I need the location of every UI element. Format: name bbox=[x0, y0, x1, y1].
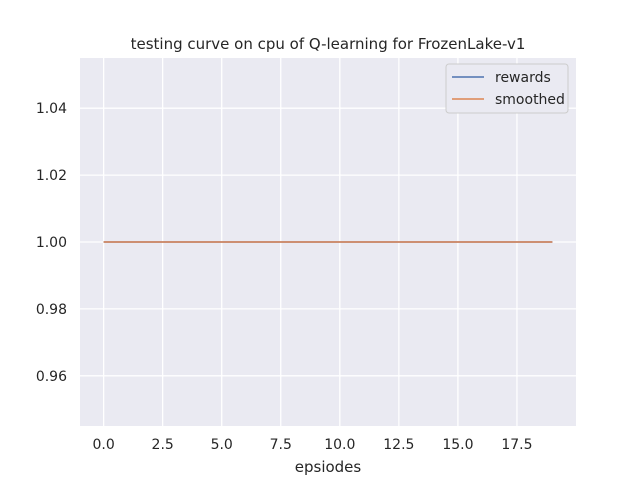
x-axis-label: epsiodes bbox=[295, 458, 362, 476]
x-tick-label: 5.0 bbox=[211, 437, 233, 453]
chart-title: testing curve on cpu of Q-learning for F… bbox=[131, 35, 526, 53]
x-tick-labels: 0.0 2.5 5.0 7.5 10.0 12.5 15.0 17.5 bbox=[92, 437, 532, 453]
legend: rewards smoothed bbox=[445, 63, 569, 114]
x-tick-label: 10.0 bbox=[324, 437, 355, 453]
x-tick-label: 12.5 bbox=[383, 437, 414, 453]
legend-label-smoothed: smoothed bbox=[495, 92, 565, 108]
x-tick-label: 2.5 bbox=[152, 437, 174, 453]
y-tick-labels: 0.96 0.98 1.00 1.02 1.04 bbox=[36, 101, 67, 385]
x-tick-label: 15.0 bbox=[442, 437, 473, 453]
x-tick-label: 17.5 bbox=[501, 437, 532, 453]
y-tick-label: 1.04 bbox=[36, 101, 67, 117]
x-tick-label: 0.0 bbox=[92, 437, 114, 453]
y-tick-label: 1.02 bbox=[36, 168, 67, 184]
y-tick-label: 0.98 bbox=[36, 302, 67, 318]
y-tick-label: 1.00 bbox=[36, 235, 67, 251]
x-tick-label: 7.5 bbox=[270, 437, 292, 453]
legend-label-rewards: rewards bbox=[495, 70, 551, 86]
y-tick-label: 0.96 bbox=[36, 369, 67, 385]
